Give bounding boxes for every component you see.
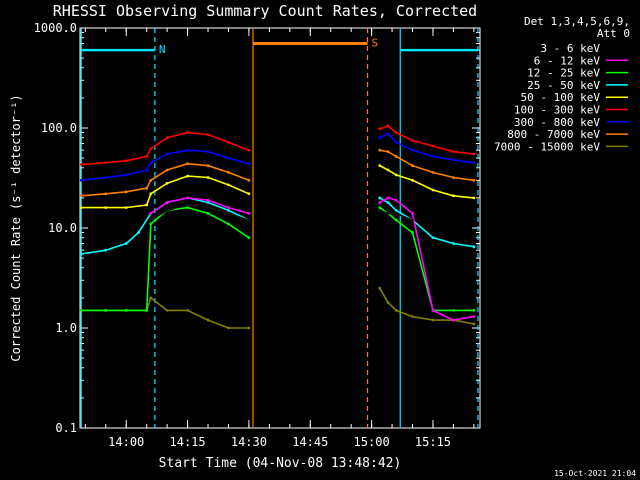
series-line-4 — [379, 164, 474, 199]
legend-label-6: 300 - 800 keV — [514, 116, 600, 129]
annotation-label-0: N — [159, 43, 166, 56]
legend-label-4: 50 - 100 keV — [521, 91, 601, 104]
x-tick-label-0: 14:00 — [108, 435, 144, 449]
x-tick-label-1: 14:15 — [170, 435, 206, 449]
x-tick-label-5: 15:15 — [415, 435, 451, 449]
legend-label-3: 25 - 50 keV — [527, 79, 600, 92]
series-line-5 — [379, 124, 474, 155]
legend-label-0: 3 - 6 keV — [540, 42, 600, 55]
series-line-0 — [150, 204, 250, 221]
y-tick-label-0: 1000.0 — [34, 21, 77, 35]
chart-title: RHESSI Observing Summary Count Rates, Co… — [53, 2, 477, 20]
legend-header-1: Att 0 — [597, 27, 630, 40]
legend-label-7: 800 - 7000 keV — [507, 128, 600, 141]
y-tick-label-1: 100.0 — [41, 121, 77, 135]
series-line-1 — [379, 197, 475, 321]
legend-header-0: Det 1,3,4,5,6,9, — [524, 15, 630, 28]
series-line-7 — [379, 149, 475, 182]
y-tick-label-2: 10.0 — [48, 221, 77, 235]
y-tick-label-4: 0.1 — [55, 421, 77, 435]
series-line-5 — [81, 131, 250, 166]
x-tick-label-2: 14:30 — [231, 435, 267, 449]
x-axis-label: Start Time (04-Nov-08 13:48:42) — [159, 456, 402, 471]
x-tick-label-4: 15:00 — [354, 435, 390, 449]
legend-label-8: 7000 - 15000 keV — [494, 140, 600, 153]
annotation-label-2: S — [372, 36, 379, 49]
footer-timestamp: 15-Oct-2021 21:04 — [554, 469, 636, 478]
series-line-6 — [379, 132, 475, 164]
y-tick-label-3: 1.0 — [55, 321, 77, 335]
series-line-2 — [81, 206, 250, 312]
x-tick-label-3: 14:45 — [292, 435, 328, 449]
legend-label-5: 100 - 300 keV — [514, 104, 600, 117]
legend-label-1: 6 - 12 keV — [534, 54, 601, 67]
legend-label-2: 12 - 25 keV — [527, 67, 600, 80]
series-line-4 — [81, 175, 250, 209]
series-line-7 — [81, 162, 250, 197]
plot-area: 1000.0 100.0 10.0 1.0 0.1 14:00 14:15 14:30 14:4… — [34, 21, 481, 449]
series-line-1 — [150, 197, 250, 215]
series-line-6 — [81, 149, 250, 182]
y-axis-label: Corrected Count Rate (s⁻¹ detector⁻¹) — [9, 94, 23, 361]
series-line-0 — [379, 209, 413, 221]
